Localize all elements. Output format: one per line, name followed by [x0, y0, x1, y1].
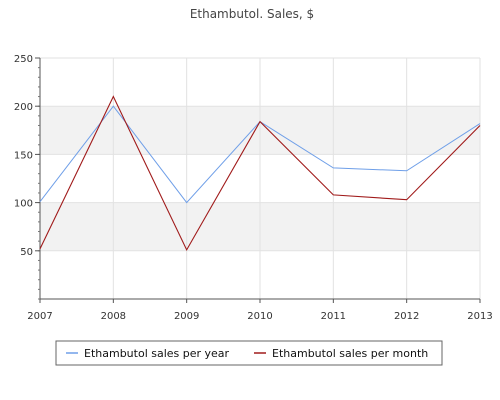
x-axis-ticks: 2007 2008 2009 2010 2011 2012 2013 — [27, 299, 493, 322]
y-axis-ticks: 50 100 150 200 250 — [14, 54, 40, 300]
x-tick-label: 2010 — [247, 311, 272, 322]
x-tick-label: 2007 — [27, 311, 52, 322]
x-tick-label: 2012 — [394, 311, 419, 322]
chart-title: Ethambutol. Sales, $ — [190, 7, 314, 21]
x-tick-label: 2009 — [174, 311, 199, 322]
legend-label-year: Ethambutol sales per year — [84, 347, 230, 360]
legend: Ethambutol sales per year Ethambutol sal… — [55, 340, 443, 366]
y-tick-label: 100 — [14, 199, 33, 210]
y-tick-label: 200 — [14, 102, 33, 113]
x-tick-label: 2013 — [467, 311, 492, 322]
grid-lines — [40, 57, 481, 299]
legend-box — [55, 340, 443, 366]
series-line-month — [39, 95, 481, 252]
y-tick-label: 50 — [20, 247, 33, 258]
y-tick-label: 150 — [14, 150, 33, 161]
series-lines — [39, 95, 481, 252]
legend-label-month: Ethambutol sales per month — [272, 347, 428, 360]
x-tick-label: 2008 — [101, 311, 126, 322]
y-tick-label: 250 — [14, 54, 33, 65]
x-tick-label: 2011 — [321, 311, 346, 322]
